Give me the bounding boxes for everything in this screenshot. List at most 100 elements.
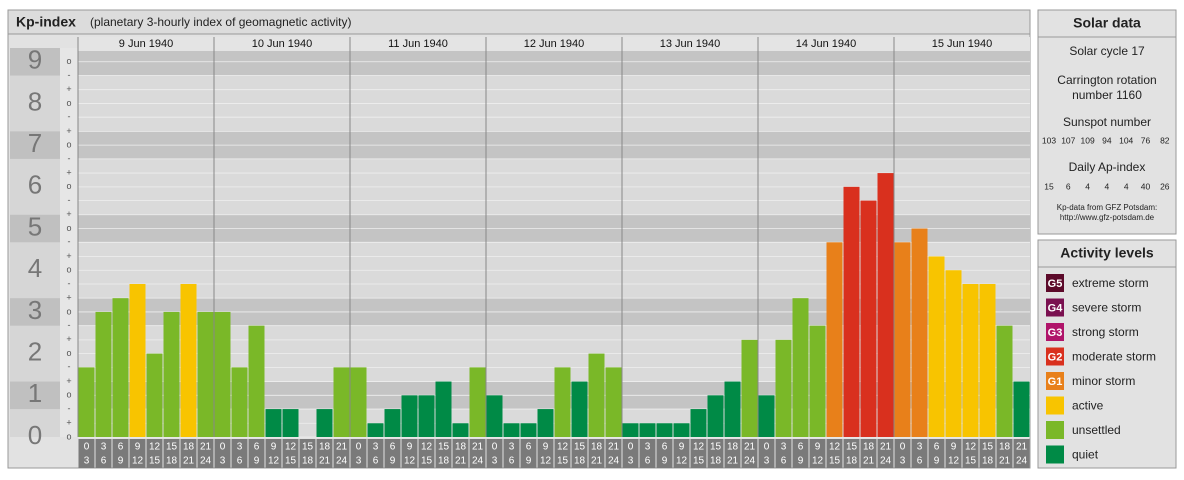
hour-label: 21 <box>200 442 212 453</box>
minor-tick-label: o <box>66 56 71 66</box>
hour-label: 3 <box>237 442 243 453</box>
hour-label: 3 <box>84 456 90 467</box>
hour-label: 15 <box>438 442 450 453</box>
bar <box>316 409 333 437</box>
minor-tick-label: - <box>68 278 71 288</box>
bar <box>894 242 911 437</box>
hour-box <box>452 439 469 468</box>
hour-box <box>758 439 775 468</box>
sunspot-value: 104 <box>1119 135 1133 145</box>
hour-label: 6 <box>118 442 124 453</box>
hour-label: 18 <box>574 456 586 467</box>
hour-label: 24 <box>608 456 620 467</box>
sunspot-value: 82 <box>1160 135 1170 145</box>
hour-label: 9 <box>390 456 396 467</box>
hour-label: 3 <box>628 456 634 467</box>
legend-swatch <box>1046 347 1064 366</box>
hour-box <box>486 439 503 468</box>
hour-label: 0 <box>220 442 226 453</box>
band <box>10 214 60 243</box>
ap-value: 4 <box>1085 181 1090 191</box>
hour-label: 9 <box>662 456 668 467</box>
hour-label: 9 <box>543 442 549 453</box>
legend-badge: G1 <box>1048 376 1063 388</box>
hour-box <box>418 439 435 468</box>
day-label: 15 Jun 1940 <box>932 38 993 50</box>
hour-box <box>163 439 180 468</box>
hour-label: 3 <box>764 456 770 467</box>
bar <box>707 395 724 437</box>
band <box>10 131 60 159</box>
y-tick-label: 0 <box>28 420 42 450</box>
bar <box>775 339 792 437</box>
hour-label: 21 <box>999 456 1011 467</box>
legend-label: quiet <box>1072 448 1099 462</box>
hour-label: 21 <box>183 456 195 467</box>
hour-label: 12 <box>829 442 841 453</box>
legend-label: unsettled <box>1072 423 1121 437</box>
legend-swatch <box>1046 298 1064 317</box>
hour-box <box>435 439 452 468</box>
legend-label: strong storm <box>1072 325 1139 339</box>
bar <box>418 395 435 437</box>
solar-panel <box>1037 9 1177 235</box>
bar <box>996 325 1013 437</box>
hour-box <box>503 439 520 468</box>
solar-title: Solar data <box>1073 15 1141 31</box>
hour-label: 12 <box>149 442 161 453</box>
hour-box <box>962 439 979 468</box>
hour-box <box>673 439 690 468</box>
bar <box>95 311 112 437</box>
hour-label: 3 <box>492 456 498 467</box>
hour-label: 24 <box>1016 456 1028 467</box>
hour-box <box>860 439 877 468</box>
hour-label: 6 <box>662 442 668 453</box>
sunspot-value: 109 <box>1081 135 1095 145</box>
bar <box>333 367 350 437</box>
hour-label: 3 <box>373 442 379 453</box>
bar <box>656 423 673 437</box>
hour-box <box>724 439 741 468</box>
hour-label: 18 <box>846 456 858 467</box>
bar <box>860 200 877 437</box>
y-tick-label: 7 <box>28 128 42 158</box>
hour-label: 0 <box>900 442 906 453</box>
hour-label: 6 <box>101 456 107 467</box>
minor-tick-label: + <box>66 293 71 303</box>
hour-box <box>894 439 911 468</box>
hour-label: 6 <box>237 456 243 467</box>
ap-value: 4 <box>1124 181 1129 191</box>
hour-label: 15 <box>166 442 178 453</box>
hour-label: 9 <box>135 442 141 453</box>
bar <box>180 283 197 437</box>
hour-label: 15 <box>965 456 977 467</box>
hour-label: 9 <box>679 442 685 453</box>
legend-label: extreme storm <box>1072 276 1149 290</box>
minor-tick-label: o <box>66 140 71 150</box>
bar <box>724 381 741 437</box>
hour-box <box>146 439 163 468</box>
hour-label: 21 <box>455 456 467 467</box>
hour-label: 0 <box>764 442 770 453</box>
legend-swatch <box>1046 274 1064 292</box>
solar-cycle: Solar cycle 17 <box>1069 44 1145 58</box>
hour-label: 15 <box>149 456 161 467</box>
hour-label: 9 <box>951 442 957 453</box>
hour-box <box>248 439 265 468</box>
band <box>10 298 60 326</box>
hour-label: 18 <box>183 442 195 453</box>
ap-value: 6 <box>1066 181 1071 191</box>
bar <box>367 423 384 437</box>
y-tick-label: 3 <box>28 295 42 325</box>
bar <box>503 423 520 437</box>
hour-label: 9 <box>526 456 532 467</box>
hour-box <box>690 439 707 468</box>
bar <box>690 409 707 437</box>
minor-tick-label: + <box>66 167 71 177</box>
hour-label: 9 <box>407 442 413 453</box>
bar <box>537 409 554 437</box>
minor-tick-label: o <box>66 223 71 233</box>
sunspot-value: 76 <box>1141 135 1151 145</box>
hour-label: 21 <box>744 442 756 453</box>
